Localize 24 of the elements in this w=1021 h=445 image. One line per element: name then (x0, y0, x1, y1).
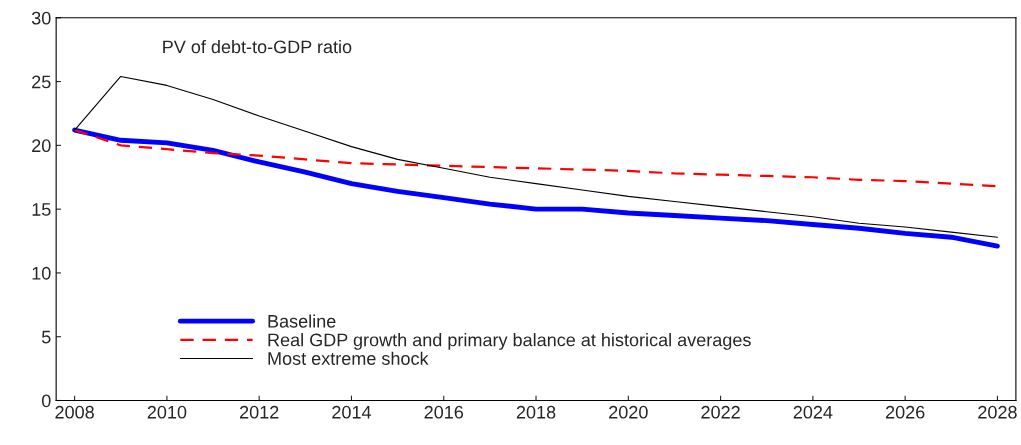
x-tick-label: 2028 (978, 405, 1017, 419)
x-tick-label: 2024 (793, 405, 833, 419)
legend-label: Baseline (268, 314, 336, 328)
line-series (72, 127, 1000, 249)
x-tick-label: 2018 (516, 405, 556, 419)
legend-label: Real GDP growth and primary balance at historical averages (268, 333, 751, 350)
y-tick-label: 15 (32, 203, 51, 216)
y-tick-label: 20 (32, 139, 51, 153)
text: PV of debt-to-GDP ratio (163, 40, 352, 54)
y-tick-label: 0 (41, 394, 51, 408)
x-tick-label: 2008 (55, 405, 94, 419)
x-tick-label: 2012 (240, 405, 279, 419)
x-tick-label: 2026 (885, 405, 925, 419)
x-tick-label: 2016 (424, 405, 464, 419)
y-tick-label: 25 (32, 75, 51, 89)
x-tick-label: 2022 (701, 405, 740, 419)
legend-label: Most extreme shock (268, 351, 429, 365)
x-tick-label: 2010 (147, 405, 187, 419)
x-tick-label: 2014 (332, 405, 372, 419)
line-series (74, 75, 998, 238)
x-tick-label: 2020 (609, 405, 648, 419)
y-tick-label: 5 (41, 330, 51, 344)
y-tick-label: 10 (32, 266, 51, 280)
y-tick-label: 30 (31, 11, 51, 25)
